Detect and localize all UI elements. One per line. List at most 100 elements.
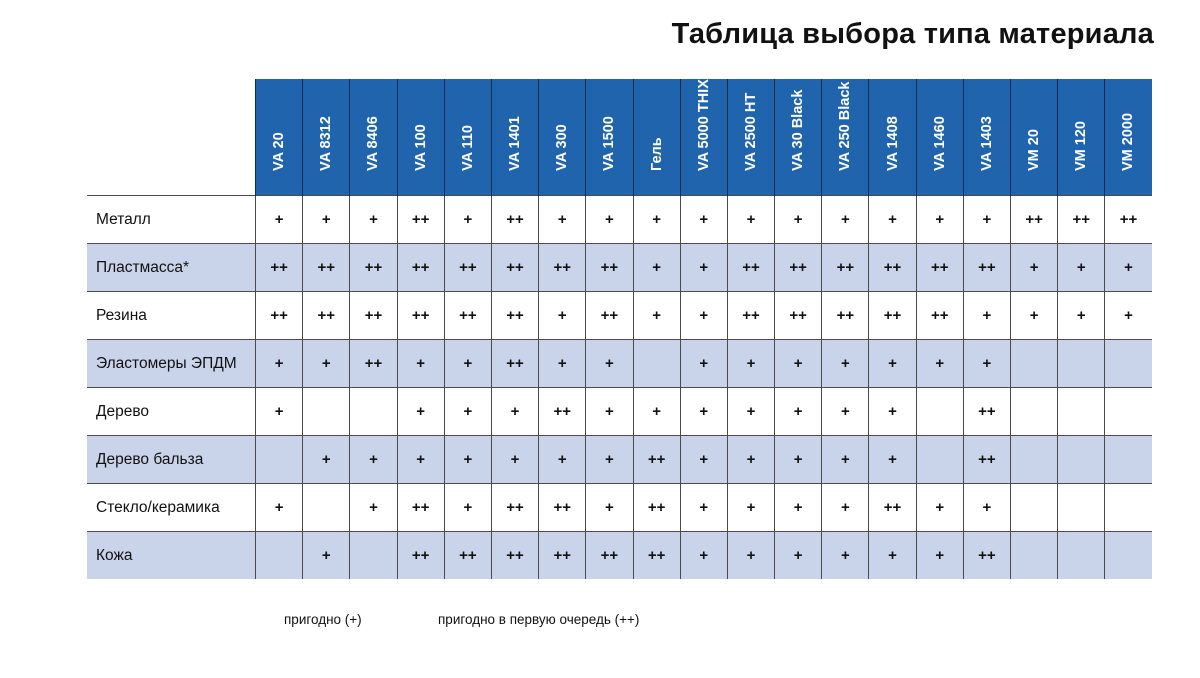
rating-cell: +	[774, 339, 822, 388]
rating-cell: +	[585, 195, 633, 244]
table-row: Пластмасса* ++ ++ ++ ++ ++ ++ ++ ++ + + ++ ++ ++ ++ ++ +…	[87, 243, 1152, 292]
rating-cell: +	[774, 483, 822, 532]
rating-cell: ++	[726, 243, 775, 292]
rating-cell: +	[443, 195, 492, 244]
rating-cell: +	[679, 291, 728, 340]
rating-cell: ++	[349, 339, 398, 388]
row-label: Эластомеры ЭПДМ	[87, 339, 256, 388]
rating-cell: ++	[538, 387, 586, 436]
rating-cell: +	[302, 531, 350, 579]
rating-cell	[1104, 531, 1152, 579]
rating-cell: +	[632, 195, 681, 244]
rating-cell: ++	[443, 243, 492, 292]
column-header-label: VA 250 Black	[837, 81, 854, 171]
rating-cell: +	[254, 387, 303, 436]
rating-cell: ++	[254, 291, 303, 340]
rating-cell: +	[396, 387, 445, 436]
page-title: Таблица выбора типа материала	[671, 18, 1154, 50]
rating-cell	[254, 531, 303, 579]
rating-cell	[1057, 435, 1105, 484]
rating-cell: ++	[443, 531, 492, 579]
rating-cell	[302, 483, 350, 532]
rating-cell: ++	[585, 291, 633, 340]
rating-cell: ++	[821, 291, 869, 340]
rating-cell: +	[1104, 243, 1152, 292]
rating-cell: +	[538, 291, 586, 340]
rating-cell: +	[868, 387, 917, 436]
rating-cell	[915, 387, 964, 436]
material-selection-table: VA 20 VA 8312 VA 8406 VA 100 VA 110 VA 1401 VA…	[87, 79, 1152, 579]
rating-cell: +	[726, 387, 775, 436]
rating-cell: ++	[632, 483, 681, 532]
rating-cell: ++	[585, 243, 633, 292]
row-label: Дерево	[87, 387, 256, 436]
rating-cell	[1104, 387, 1152, 436]
rating-cell	[1057, 387, 1105, 436]
rating-cell: ++	[396, 483, 445, 532]
rating-cell: +	[1057, 243, 1105, 292]
row-label: Дерево бальза	[87, 435, 256, 484]
column-header-label: VA 20	[270, 131, 287, 171]
rating-cell	[1009, 483, 1058, 532]
rating-cell: +	[585, 435, 633, 484]
column-header-label: VM 120	[1073, 120, 1090, 171]
rating-cell: +	[679, 195, 728, 244]
column-header-label: VA 1500	[601, 115, 618, 171]
rating-cell: ++	[443, 291, 492, 340]
rating-cell: +	[821, 435, 869, 484]
rating-cell: +	[679, 243, 728, 292]
rating-cell: +	[915, 531, 964, 579]
column-header: VA 110	[443, 79, 492, 196]
rating-cell: +	[774, 195, 822, 244]
rating-cell: +	[349, 483, 398, 532]
column-header: VA 100	[396, 79, 445, 196]
rating-cell: +	[679, 483, 728, 532]
rating-cell: +	[254, 195, 303, 244]
rating-cell: +	[774, 531, 822, 579]
rating-cell	[349, 387, 398, 436]
rating-cell: ++	[396, 195, 445, 244]
rating-cell: ++	[302, 243, 350, 292]
column-header-label: VA 2500 HT	[742, 92, 759, 171]
rating-cell: +	[726, 339, 775, 388]
rating-cell	[1009, 531, 1058, 579]
table-row: Эластомеры ЭПДМ + + ++ + + ++ + + + + + + + + +	[87, 339, 1152, 388]
rating-cell: +	[538, 435, 586, 484]
column-header-label: VM 20	[1025, 128, 1042, 171]
rating-cell	[632, 339, 681, 388]
rating-cell: +	[1009, 243, 1058, 292]
rating-cell: ++	[1009, 195, 1058, 244]
rating-cell: +	[585, 387, 633, 436]
rating-cell: ++	[396, 531, 445, 579]
column-header: VA 1403	[962, 79, 1011, 196]
row-label: Стекло/керамика	[87, 483, 256, 532]
column-header: Гель	[632, 79, 681, 196]
rating-cell: ++	[774, 291, 822, 340]
rating-cell	[915, 435, 964, 484]
row-label: Кожа	[87, 531, 256, 579]
rating-cell: ++	[868, 291, 917, 340]
rating-cell: +	[868, 195, 917, 244]
column-header-label: VA 110	[459, 124, 476, 171]
rating-cell	[1009, 339, 1058, 388]
rating-cell	[349, 531, 398, 579]
column-header-label: Гель	[648, 136, 665, 171]
rating-cell: +	[254, 483, 303, 532]
rating-cell: ++	[915, 243, 964, 292]
column-header-label: VA 300	[553, 123, 570, 171]
column-header: VA 8312	[302, 79, 350, 196]
rating-cell: +	[302, 339, 350, 388]
header-row: VA 20 VA 8312 VA 8406 VA 100 VA 110 VA 1401 VA…	[87, 79, 1152, 196]
column-header: VA 2500 HT	[726, 79, 775, 196]
rating-cell: +	[1057, 291, 1105, 340]
rating-cell: +	[1009, 291, 1058, 340]
rating-cell: +	[821, 483, 869, 532]
rating-cell	[1009, 435, 1058, 484]
column-header: VA 250 Black	[821, 79, 869, 196]
rating-cell: ++	[302, 291, 350, 340]
column-header-label: VA 1460	[931, 115, 948, 171]
rating-cell: +	[585, 483, 633, 532]
rating-cell: ++	[490, 291, 539, 340]
column-header-label: VA 5000 THIX	[695, 78, 712, 171]
rating-cell: +	[962, 291, 1011, 340]
